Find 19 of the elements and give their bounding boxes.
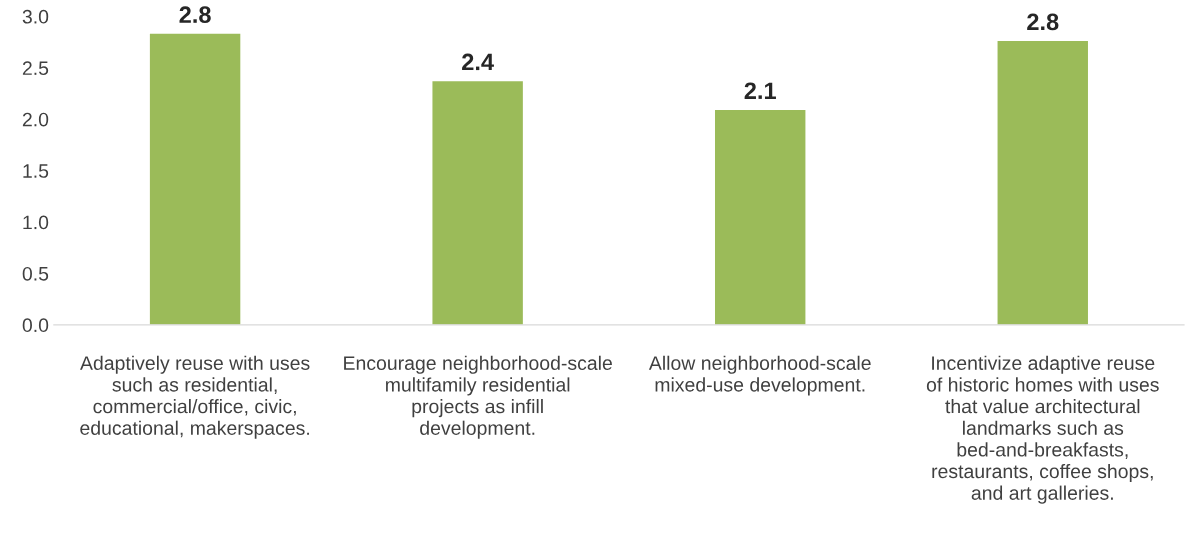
y-tick-label: 1.0 [23,215,49,230]
bar [715,109,806,325]
x-tick-label: Encourage neighborhood-scale multifamily residential projects as infill development. [344,355,612,439]
y-tick-label: 3.0 [22,9,49,24]
data-label: 2.1 [744,82,776,99]
y-tick-label: 1.5 [23,164,49,178]
y-tick-label: 0.5 [22,266,49,281]
x-tick-label: Allow neighborhood-scale mixed-use development. [648,355,871,396]
data-label: 2.8 [179,6,211,24]
y-tick-label: 2.0 [22,112,49,127]
x-tick-label: Adaptively reuse with uses such as residential, commercial/office, civic, educational, makerspaces. [80,355,310,439]
bar [432,81,523,325]
bar [997,41,1088,325]
x-tick-label: Incentivize adaptive reuse of historic homes with uses that value architectural landmarks such as bed-and-breakfasts, restaurants, coffee shops, and art galleries. [926,355,1159,504]
data-label: 2.8 [1027,13,1059,31]
data-label: 2.4 [462,53,494,71]
y-tick-label: 2.5 [22,61,49,76]
bar [149,33,241,325]
y-tick-label: 0.0 [22,318,49,333]
